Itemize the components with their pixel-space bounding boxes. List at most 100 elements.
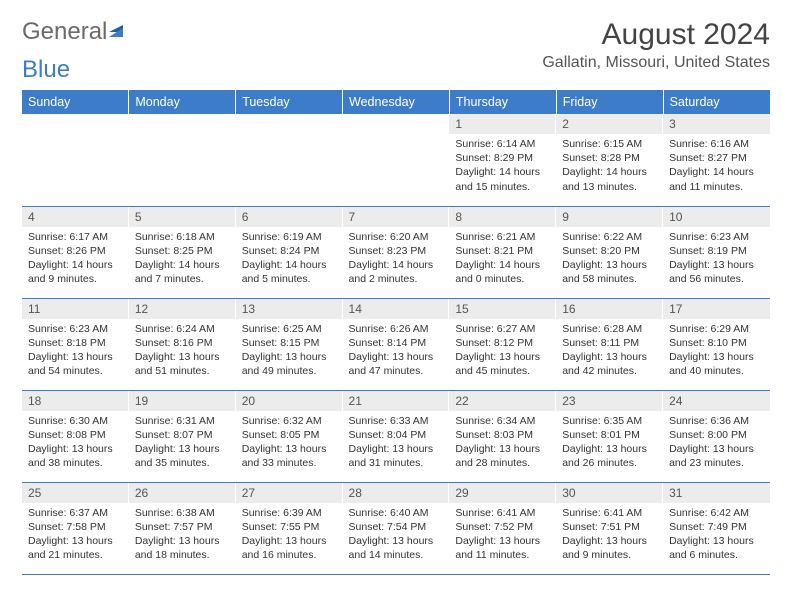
day-details: Sunrise: 6:25 AMSunset: 8:15 PMDaylight:… bbox=[236, 319, 343, 383]
day-details: Sunrise: 6:29 AMSunset: 8:10 PMDaylight:… bbox=[663, 319, 770, 383]
logo-text-part1: General bbox=[22, 18, 107, 45]
day-number: 11 bbox=[22, 299, 129, 319]
day-details: Sunrise: 6:35 AMSunset: 8:01 PMDaylight:… bbox=[556, 411, 663, 475]
calendar-week-row: 1Sunrise: 6:14 AMSunset: 8:29 PMDaylight… bbox=[22, 114, 770, 206]
day-details: Sunrise: 6:28 AMSunset: 8:11 PMDaylight:… bbox=[556, 319, 663, 383]
day-details: Sunrise: 6:19 AMSunset: 8:24 PMDaylight:… bbox=[236, 227, 343, 291]
calendar-day-cell: 15Sunrise: 6:27 AMSunset: 8:12 PMDayligh… bbox=[449, 298, 556, 390]
day-number: 10 bbox=[663, 207, 770, 227]
calendar-day-cell: 25Sunrise: 6:37 AMSunset: 7:58 PMDayligh… bbox=[22, 482, 129, 574]
day-number: 13 bbox=[236, 299, 343, 319]
day-number: 27 bbox=[236, 483, 343, 503]
day-number: 18 bbox=[22, 391, 129, 411]
calendar-day-cell: 21Sunrise: 6:33 AMSunset: 8:04 PMDayligh… bbox=[343, 390, 450, 482]
logo-text-part2: Blue bbox=[22, 56, 70, 83]
day-number: 23 bbox=[556, 391, 663, 411]
day-number: 25 bbox=[22, 483, 129, 503]
logo: General Blue bbox=[22, 18, 131, 84]
day-number: 12 bbox=[129, 299, 236, 319]
calendar-day-cell: 13Sunrise: 6:25 AMSunset: 8:15 PMDayligh… bbox=[236, 298, 343, 390]
day-number: 17 bbox=[663, 299, 770, 319]
day-details: Sunrise: 6:30 AMSunset: 8:08 PMDaylight:… bbox=[22, 411, 129, 475]
calendar-day-cell bbox=[22, 114, 129, 206]
day-number: 21 bbox=[343, 391, 450, 411]
day-number: 24 bbox=[663, 391, 770, 411]
calendar-day-cell: 10Sunrise: 6:23 AMSunset: 8:19 PMDayligh… bbox=[663, 206, 770, 298]
day-details: Sunrise: 6:15 AMSunset: 8:28 PMDaylight:… bbox=[556, 134, 663, 198]
calendar-week-row: 18Sunrise: 6:30 AMSunset: 8:08 PMDayligh… bbox=[22, 390, 770, 482]
calendar-week-row: 11Sunrise: 6:23 AMSunset: 8:18 PMDayligh… bbox=[22, 298, 770, 390]
day-details: Sunrise: 6:38 AMSunset: 7:57 PMDaylight:… bbox=[129, 503, 236, 567]
calendar-day-cell: 28Sunrise: 6:40 AMSunset: 7:54 PMDayligh… bbox=[343, 482, 450, 574]
calendar-day-cell: 29Sunrise: 6:41 AMSunset: 7:52 PMDayligh… bbox=[449, 482, 556, 574]
day-number: 9 bbox=[556, 207, 663, 227]
day-details: Sunrise: 6:20 AMSunset: 8:23 PMDaylight:… bbox=[343, 227, 450, 291]
day-number: 3 bbox=[663, 114, 770, 134]
calendar-day-cell: 11Sunrise: 6:23 AMSunset: 8:18 PMDayligh… bbox=[22, 298, 129, 390]
calendar-day-cell: 22Sunrise: 6:34 AMSunset: 8:03 PMDayligh… bbox=[449, 390, 556, 482]
day-number: 19 bbox=[129, 391, 236, 411]
calendar-day-cell: 27Sunrise: 6:39 AMSunset: 7:55 PMDayligh… bbox=[236, 482, 343, 574]
day-details: Sunrise: 6:42 AMSunset: 7:49 PMDaylight:… bbox=[663, 503, 770, 567]
day-number: 2 bbox=[556, 114, 663, 134]
day-number: 7 bbox=[343, 207, 450, 227]
day-details: Sunrise: 6:39 AMSunset: 7:55 PMDaylight:… bbox=[236, 503, 343, 567]
day-details: Sunrise: 6:23 AMSunset: 8:18 PMDaylight:… bbox=[22, 319, 129, 383]
weekday-header-row: SundayMondayTuesdayWednesdayThursdayFrid… bbox=[22, 90, 770, 114]
day-details: Sunrise: 6:24 AMSunset: 8:16 PMDaylight:… bbox=[129, 319, 236, 383]
day-details: Sunrise: 6:14 AMSunset: 8:29 PMDaylight:… bbox=[449, 134, 556, 198]
day-details: Sunrise: 6:27 AMSunset: 8:12 PMDaylight:… bbox=[449, 319, 556, 383]
weekday-header: Sunday bbox=[22, 90, 129, 114]
calendar-day-cell: 8Sunrise: 6:21 AMSunset: 8:21 PMDaylight… bbox=[449, 206, 556, 298]
day-number: 29 bbox=[449, 483, 556, 503]
weekday-header: Monday bbox=[129, 90, 236, 114]
day-number: 8 bbox=[449, 207, 556, 227]
calendar-day-cell: 17Sunrise: 6:29 AMSunset: 8:10 PMDayligh… bbox=[663, 298, 770, 390]
day-number: 14 bbox=[343, 299, 450, 319]
calendar-day-cell: 26Sunrise: 6:38 AMSunset: 7:57 PMDayligh… bbox=[129, 482, 236, 574]
day-number: 5 bbox=[129, 207, 236, 227]
day-details: Sunrise: 6:34 AMSunset: 8:03 PMDaylight:… bbox=[449, 411, 556, 475]
day-number: 4 bbox=[22, 207, 129, 227]
calendar-day-cell: 18Sunrise: 6:30 AMSunset: 8:08 PMDayligh… bbox=[22, 390, 129, 482]
day-details: Sunrise: 6:16 AMSunset: 8:27 PMDaylight:… bbox=[663, 134, 770, 198]
day-number: 26 bbox=[129, 483, 236, 503]
calendar-day-cell: 6Sunrise: 6:19 AMSunset: 8:24 PMDaylight… bbox=[236, 206, 343, 298]
calendar-day-cell: 3Sunrise: 6:16 AMSunset: 8:27 PMDaylight… bbox=[663, 114, 770, 206]
calendar-day-cell bbox=[343, 114, 450, 206]
calendar-day-cell: 24Sunrise: 6:36 AMSunset: 8:00 PMDayligh… bbox=[663, 390, 770, 482]
calendar-day-cell: 23Sunrise: 6:35 AMSunset: 8:01 PMDayligh… bbox=[556, 390, 663, 482]
day-number: 6 bbox=[236, 207, 343, 227]
day-details: Sunrise: 6:18 AMSunset: 8:25 PMDaylight:… bbox=[129, 227, 236, 291]
calendar-day-cell: 9Sunrise: 6:22 AMSunset: 8:20 PMDaylight… bbox=[556, 206, 663, 298]
day-number: 20 bbox=[236, 391, 343, 411]
day-number: 28 bbox=[343, 483, 450, 503]
calendar-week-row: 4Sunrise: 6:17 AMSunset: 8:26 PMDaylight… bbox=[22, 206, 770, 298]
calendar-day-cell: 5Sunrise: 6:18 AMSunset: 8:25 PMDaylight… bbox=[129, 206, 236, 298]
calendar-day-cell: 19Sunrise: 6:31 AMSunset: 8:07 PMDayligh… bbox=[129, 390, 236, 482]
calendar-day-cell: 1Sunrise: 6:14 AMSunset: 8:29 PMDaylight… bbox=[449, 114, 556, 206]
location: Gallatin, Missouri, United States bbox=[542, 54, 770, 72]
calendar-day-cell bbox=[236, 114, 343, 206]
day-details: Sunrise: 6:36 AMSunset: 8:00 PMDaylight:… bbox=[663, 411, 770, 475]
calendar-table: SundayMondayTuesdayWednesdayThursdayFrid… bbox=[22, 90, 770, 575]
day-details: Sunrise: 6:17 AMSunset: 8:26 PMDaylight:… bbox=[22, 227, 129, 291]
month-title: August 2024 bbox=[542, 18, 770, 52]
flag-icon bbox=[109, 18, 131, 46]
day-details: Sunrise: 6:41 AMSunset: 7:52 PMDaylight:… bbox=[449, 503, 556, 567]
day-number: 1 bbox=[449, 114, 556, 134]
weekday-header: Wednesday bbox=[343, 90, 450, 114]
day-number: 16 bbox=[556, 299, 663, 319]
weekday-header: Saturday bbox=[663, 90, 770, 114]
day-details: Sunrise: 6:41 AMSunset: 7:51 PMDaylight:… bbox=[556, 503, 663, 567]
day-details: Sunrise: 6:23 AMSunset: 8:19 PMDaylight:… bbox=[663, 227, 770, 291]
day-number: 31 bbox=[663, 483, 770, 503]
calendar-body: 1Sunrise: 6:14 AMSunset: 8:29 PMDaylight… bbox=[22, 114, 770, 574]
calendar-day-cell: 14Sunrise: 6:26 AMSunset: 8:14 PMDayligh… bbox=[343, 298, 450, 390]
day-details: Sunrise: 6:32 AMSunset: 8:05 PMDaylight:… bbox=[236, 411, 343, 475]
weekday-header: Friday bbox=[556, 90, 663, 114]
calendar-day-cell: 20Sunrise: 6:32 AMSunset: 8:05 PMDayligh… bbox=[236, 390, 343, 482]
title-block: August 2024 Gallatin, Missouri, United S… bbox=[542, 18, 770, 72]
calendar-day-cell: 2Sunrise: 6:15 AMSunset: 8:28 PMDaylight… bbox=[556, 114, 663, 206]
weekday-header: Thursday bbox=[449, 90, 556, 114]
